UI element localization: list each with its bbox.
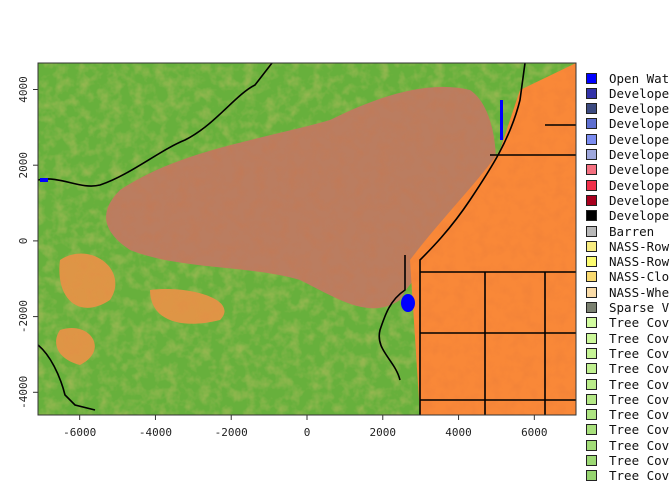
legend-swatch xyxy=(586,439,597,451)
legend-swatch xyxy=(586,149,597,160)
boundary-lines xyxy=(38,63,576,415)
legend-item: Tree Cov xyxy=(586,407,670,423)
x-tick-label: 2000 xyxy=(370,426,397,439)
legend-label: Develope xyxy=(609,147,670,162)
legend-label: Develope xyxy=(609,131,670,147)
legend-item: Develope xyxy=(586,162,670,178)
legend-item: Barren xyxy=(586,223,655,239)
legend-item: Tree Cov xyxy=(586,330,670,346)
legend-item: Tree Cov xyxy=(586,453,670,468)
raster-map xyxy=(38,63,576,415)
legend-item: Tree Cov xyxy=(586,376,670,392)
legend-swatch xyxy=(586,103,597,115)
legend-item: NASS-Whe xyxy=(586,284,670,300)
legend-swatch xyxy=(586,210,597,222)
x-tick-label: 4000 xyxy=(445,426,472,439)
legend-swatch xyxy=(586,256,597,268)
legend-swatch xyxy=(586,225,597,237)
legend-swatch xyxy=(586,72,597,84)
legend-label: Tree Cov xyxy=(609,453,670,468)
legend-item: Tree Cov xyxy=(586,345,670,361)
legend-label: Tree Cov xyxy=(609,391,670,407)
legend-swatch xyxy=(586,363,597,375)
legend-item: Tree Cov xyxy=(586,468,670,483)
y-tick-label: 0 xyxy=(17,238,30,245)
legend-item: Tree Cov xyxy=(586,391,670,407)
texture-overlay xyxy=(38,63,576,415)
x-tick-label: -6000 xyxy=(63,426,96,439)
legend-item: Develope xyxy=(586,101,670,117)
legend-swatch xyxy=(586,378,597,390)
legend-label: Open Wat xyxy=(609,70,670,86)
legend-label: NASS-Whe xyxy=(609,284,670,300)
legend-swatch xyxy=(586,393,597,405)
x-tick-label: -2000 xyxy=(215,426,248,439)
legend-swatch xyxy=(586,118,597,130)
legend-item: Develope xyxy=(586,177,670,193)
legend-label: Develope xyxy=(609,208,670,224)
x-tick-label: 6000 xyxy=(521,426,548,439)
legend-label: Develope xyxy=(609,192,670,208)
y-tick-label: 2000 xyxy=(17,152,30,179)
legend-item: Tree Cov xyxy=(586,422,670,438)
legend-swatch xyxy=(586,164,597,176)
legend-swatch xyxy=(586,179,597,191)
legend-label: Tree Cov xyxy=(609,437,670,453)
legend-item: Tree Cov xyxy=(586,315,670,331)
water-bodies xyxy=(40,100,503,312)
legend-swatch xyxy=(586,271,597,283)
legend-label: Tree Cov xyxy=(609,330,670,346)
legend-label: Develope xyxy=(609,101,670,117)
legend-item: Develope xyxy=(586,208,670,224)
legend-label: Tree Cov xyxy=(609,407,670,423)
legend-label: Tree Cov xyxy=(609,315,670,331)
legend-swatch xyxy=(586,240,597,252)
legend-label: NASS-Row xyxy=(609,254,670,270)
legend-swatch xyxy=(586,332,597,344)
legend-label: Develope xyxy=(609,116,670,132)
legend-swatch xyxy=(586,286,597,298)
legend-label: Tree Cov xyxy=(609,468,670,483)
legend-item: Develope xyxy=(586,116,670,132)
legend-swatch xyxy=(586,347,597,359)
legend-swatch xyxy=(586,194,597,206)
legend-item: Develope xyxy=(586,147,670,162)
y-tick-label: -2000 xyxy=(17,300,30,333)
legend-swatch xyxy=(586,455,597,466)
legend-label: NASS-Row xyxy=(609,238,670,254)
legend-swatch xyxy=(586,87,597,99)
legend-label: Develope xyxy=(609,177,670,193)
legend-item: Develope xyxy=(586,192,670,208)
legend-label: Tree Cov xyxy=(609,376,670,392)
legend-label: Barren xyxy=(609,223,655,239)
legend-item: Tree Cov xyxy=(586,361,670,377)
legend-label: Tree Cov xyxy=(609,345,670,361)
legend-label: Develope xyxy=(609,162,670,178)
x-axis: -6000 -4000 -2000 0 2000 4000 6000 xyxy=(63,415,548,439)
legend-item: Tree Cov xyxy=(586,437,670,453)
legend-swatch xyxy=(586,317,597,329)
legend-label: Tree Cov xyxy=(609,422,670,438)
y-tick-label: 4000 xyxy=(17,76,30,103)
y-axis: -4000 -2000 0 2000 4000 xyxy=(17,76,38,409)
legend-item: Open Wat xyxy=(586,70,670,86)
legend-item: NASS-Row xyxy=(586,238,670,254)
legend-item: Develope xyxy=(586,131,670,147)
legend-swatch xyxy=(586,133,597,145)
legend-swatch xyxy=(586,302,597,313)
legend-label: NASS-Clo xyxy=(609,269,670,285)
legend-item: Develope xyxy=(586,85,670,101)
legend-item: Sparse V xyxy=(586,300,670,315)
legend-item: NASS-Clo xyxy=(586,269,670,285)
y-tick-label: -4000 xyxy=(17,376,30,409)
x-tick-label: -4000 xyxy=(139,426,172,439)
legend-swatch xyxy=(586,409,597,421)
legend-label: Tree Cov xyxy=(609,361,670,377)
x-tick-label: 0 xyxy=(304,426,311,439)
legend-label: Sparse V xyxy=(609,300,670,315)
legend-item: NASS-Row xyxy=(586,254,670,270)
legend-label: Develope xyxy=(609,85,670,101)
legend-swatch xyxy=(586,424,597,436)
